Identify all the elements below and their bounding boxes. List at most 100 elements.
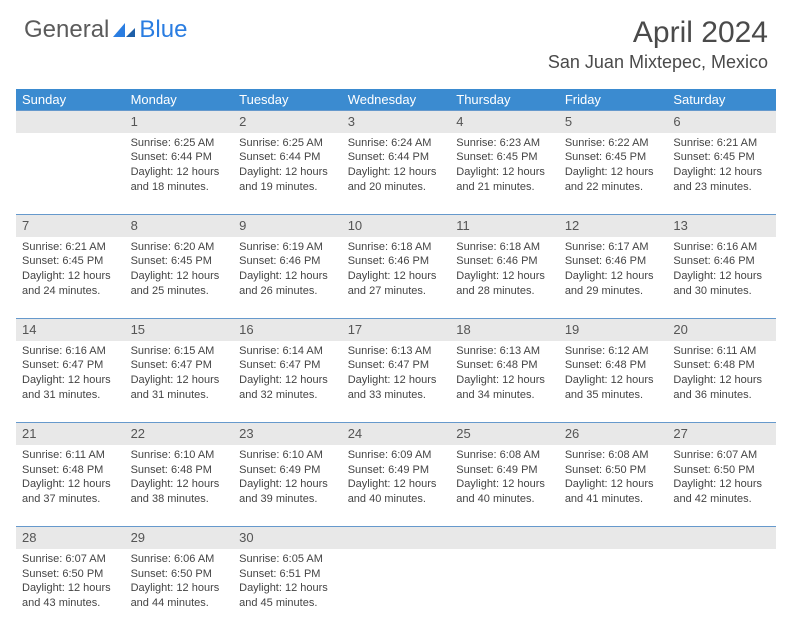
sunset-value: 6:47 PM bbox=[62, 359, 103, 371]
daylight-label: Daylight: bbox=[348, 166, 391, 178]
daylight-line: Daylight: 12 hours and 26 minutes. bbox=[239, 269, 336, 299]
sunrise-line: Sunrise: 6:18 AM bbox=[348, 240, 445, 255]
daylight-line: Daylight: 12 hours and 33 minutes. bbox=[348, 373, 445, 403]
sunset-value: 6:46 PM bbox=[714, 255, 755, 267]
sunrise-line: Sunrise: 6:13 AM bbox=[348, 344, 445, 359]
sunset-line: Sunset: 6:48 PM bbox=[673, 358, 770, 373]
sunset-value: 6:47 PM bbox=[280, 359, 321, 371]
daylight-line: Daylight: 12 hours and 43 minutes. bbox=[22, 581, 119, 611]
sunrise-label: Sunrise: bbox=[348, 449, 388, 461]
day-number bbox=[16, 111, 125, 133]
day-cell: Sunrise: 6:14 AMSunset: 6:47 PMDaylight:… bbox=[233, 341, 342, 423]
sunrise-value: 6:16 AM bbox=[717, 241, 757, 253]
header: General Blue April 2024 San Juan Mixtepe… bbox=[0, 0, 792, 83]
daylight-line: Daylight: 12 hours and 19 minutes. bbox=[239, 165, 336, 195]
daylight-label: Daylight: bbox=[348, 270, 391, 282]
day-detail-row: Sunrise: 6:11 AMSunset: 6:48 PMDaylight:… bbox=[16, 445, 776, 527]
sunrise-line: Sunrise: 6:12 AM bbox=[565, 344, 662, 359]
day-number: 28 bbox=[16, 527, 125, 549]
sunset-line: Sunset: 6:48 PM bbox=[456, 358, 553, 373]
day-number: 21 bbox=[16, 423, 125, 445]
sunset-label: Sunset: bbox=[131, 464, 168, 476]
sunrise-label: Sunrise: bbox=[565, 137, 605, 149]
sunrise-label: Sunrise: bbox=[348, 241, 388, 253]
sunset-label: Sunset: bbox=[456, 151, 493, 163]
sunrise-line: Sunrise: 6:10 AM bbox=[131, 448, 228, 463]
sunrise-label: Sunrise: bbox=[131, 345, 171, 357]
sunrise-value: 6:18 AM bbox=[391, 241, 431, 253]
sunset-line: Sunset: 6:47 PM bbox=[22, 358, 119, 373]
day-cell: Sunrise: 6:15 AMSunset: 6:47 PMDaylight:… bbox=[125, 341, 234, 423]
sunrise-label: Sunrise: bbox=[673, 345, 713, 357]
day-cell: Sunrise: 6:08 AMSunset: 6:49 PMDaylight:… bbox=[450, 445, 559, 527]
sunrise-line: Sunrise: 6:08 AM bbox=[456, 448, 553, 463]
sunrise-line: Sunrise: 6:18 AM bbox=[456, 240, 553, 255]
sunset-value: 6:48 PM bbox=[605, 359, 646, 371]
daylight-line: Daylight: 12 hours and 29 minutes. bbox=[565, 269, 662, 299]
daylight-line: Daylight: 12 hours and 24 minutes. bbox=[22, 269, 119, 299]
logo-sail-icon bbox=[111, 21, 137, 39]
sunset-value: 6:49 PM bbox=[388, 464, 429, 476]
day-number: 10 bbox=[342, 215, 451, 237]
day-number-row: 78910111213 bbox=[16, 215, 776, 237]
day-detail-row: Sunrise: 6:21 AMSunset: 6:45 PMDaylight:… bbox=[16, 237, 776, 319]
sunset-label: Sunset: bbox=[239, 464, 276, 476]
sunset-label: Sunset: bbox=[348, 359, 385, 371]
sunset-line: Sunset: 6:49 PM bbox=[348, 463, 445, 478]
sunrise-label: Sunrise: bbox=[456, 241, 496, 253]
weekday-friday: Friday bbox=[559, 89, 668, 111]
weekday-monday: Monday bbox=[125, 89, 234, 111]
sunrise-label: Sunrise: bbox=[239, 137, 279, 149]
sunset-label: Sunset: bbox=[131, 255, 168, 267]
sunset-line: Sunset: 6:49 PM bbox=[456, 463, 553, 478]
sunset-label: Sunset: bbox=[239, 255, 276, 267]
sunrise-value: 6:10 AM bbox=[283, 449, 323, 461]
sunset-value: 6:46 PM bbox=[497, 255, 538, 267]
sunrise-line: Sunrise: 6:09 AM bbox=[348, 448, 445, 463]
day-cell: Sunrise: 6:13 AMSunset: 6:48 PMDaylight:… bbox=[450, 341, 559, 423]
daylight-label: Daylight: bbox=[22, 374, 65, 386]
day-cell bbox=[16, 133, 125, 215]
sunrise-value: 6:12 AM bbox=[608, 345, 648, 357]
sunrise-label: Sunrise: bbox=[22, 345, 62, 357]
month-title: April 2024 bbox=[548, 16, 768, 50]
daylight-label: Daylight: bbox=[131, 478, 174, 490]
sunset-value: 6:47 PM bbox=[388, 359, 429, 371]
daylight-label: Daylight: bbox=[456, 478, 499, 490]
sunrise-label: Sunrise: bbox=[456, 449, 496, 461]
sunset-label: Sunset: bbox=[22, 255, 59, 267]
day-number-row: 123456 bbox=[16, 111, 776, 133]
sunrise-value: 6:25 AM bbox=[174, 137, 214, 149]
sunset-value: 6:50 PM bbox=[171, 568, 212, 580]
sunrise-line: Sunrise: 6:24 AM bbox=[348, 136, 445, 151]
sunset-line: Sunset: 6:47 PM bbox=[239, 358, 336, 373]
sunrise-value: 6:13 AM bbox=[500, 345, 540, 357]
sunset-value: 6:46 PM bbox=[605, 255, 646, 267]
sunrise-line: Sunrise: 6:22 AM bbox=[565, 136, 662, 151]
sunrise-value: 6:05 AM bbox=[283, 553, 323, 565]
logo: General Blue bbox=[24, 16, 187, 44]
sunrise-value: 6:19 AM bbox=[283, 241, 323, 253]
sunset-label: Sunset: bbox=[456, 255, 493, 267]
day-number: 19 bbox=[559, 319, 668, 341]
title-block: April 2024 San Juan Mixtepec, Mexico bbox=[548, 16, 768, 73]
day-number: 29 bbox=[125, 527, 234, 549]
daylight-line: Daylight: 12 hours and 28 minutes. bbox=[456, 269, 553, 299]
sunset-line: Sunset: 6:47 PM bbox=[348, 358, 445, 373]
sunset-line: Sunset: 6:50 PM bbox=[673, 463, 770, 478]
daylight-label: Daylight: bbox=[565, 478, 608, 490]
sunset-line: Sunset: 6:48 PM bbox=[131, 463, 228, 478]
sunset-value: 6:48 PM bbox=[171, 464, 212, 476]
sunrise-line: Sunrise: 6:16 AM bbox=[22, 344, 119, 359]
sunset-line: Sunset: 6:46 PM bbox=[456, 254, 553, 269]
day-number: 22 bbox=[125, 423, 234, 445]
sunrise-label: Sunrise: bbox=[565, 345, 605, 357]
sunrise-line: Sunrise: 6:21 AM bbox=[673, 136, 770, 151]
day-cell bbox=[450, 549, 559, 631]
sunrise-value: 6:07 AM bbox=[717, 449, 757, 461]
sunrise-value: 6:08 AM bbox=[500, 449, 540, 461]
day-number: 2 bbox=[233, 111, 342, 133]
sunset-line: Sunset: 6:47 PM bbox=[131, 358, 228, 373]
day-cell: Sunrise: 6:13 AMSunset: 6:47 PMDaylight:… bbox=[342, 341, 451, 423]
sunset-label: Sunset: bbox=[239, 359, 276, 371]
